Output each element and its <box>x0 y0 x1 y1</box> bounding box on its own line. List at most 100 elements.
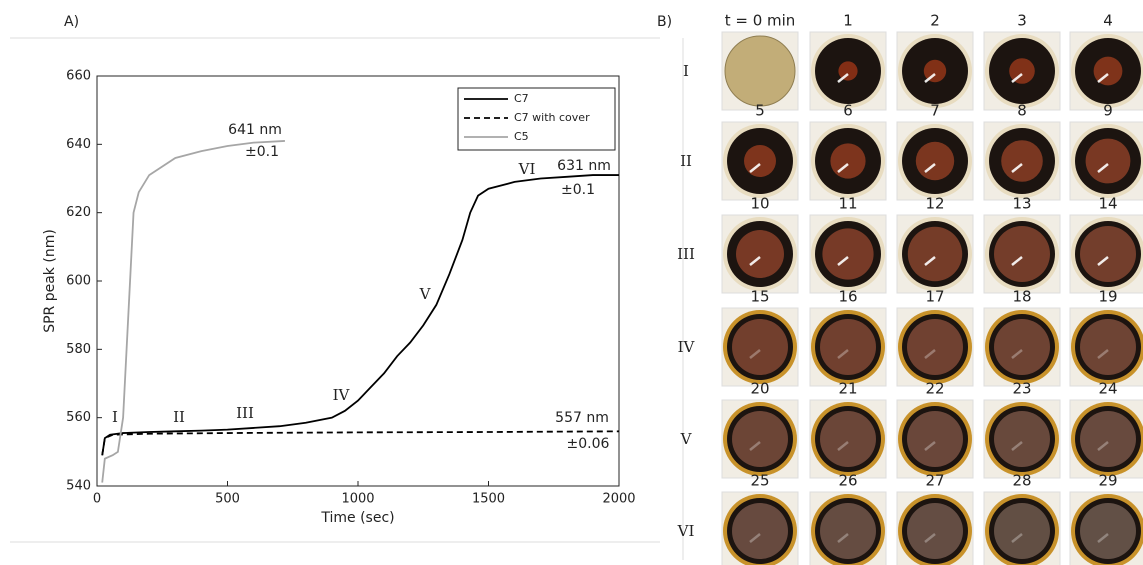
frame-label: 14 <box>1098 195 1117 213</box>
glare <box>1097 163 1109 173</box>
annotation: 557 nm <box>555 410 609 426</box>
frame-label: 10 <box>750 195 769 213</box>
line-series <box>101 174 619 456</box>
glare <box>1097 349 1109 359</box>
frame-label: 17 <box>925 288 944 306</box>
y-tick-label: 600 <box>66 274 91 289</box>
frame-label: 18 <box>1012 288 1031 306</box>
droplet-core <box>1001 140 1043 182</box>
row-label: IV <box>678 338 696 356</box>
droplet-core <box>830 143 866 179</box>
annotation: VI <box>518 160 536 178</box>
frame-label: 19 <box>1098 288 1117 306</box>
gold-disk <box>724 35 796 107</box>
glare <box>1097 256 1109 266</box>
row-label: VI <box>677 522 695 540</box>
glare <box>837 163 849 173</box>
y-axis-label: SPR peak (nm) <box>42 229 58 333</box>
y-tick-label: 580 <box>66 342 91 357</box>
x-tick-label: 500 <box>215 492 240 507</box>
glare <box>924 256 936 266</box>
glare <box>1097 441 1109 451</box>
annotation: I <box>112 408 118 426</box>
axes: 0 500 1000 1500 2000 540 560 580 600 620 640 660 <box>66 69 635 507</box>
droplet-core <box>915 141 955 181</box>
y-tick-label: 560 <box>66 410 91 425</box>
droplet-core <box>838 61 858 81</box>
glare <box>749 441 761 451</box>
annotation: 631 nm <box>557 158 611 174</box>
glare <box>924 163 936 173</box>
frame-label: 4 <box>1103 12 1113 30</box>
droplet-core <box>1080 319 1136 375</box>
annotation: ±0.1 <box>561 182 595 198</box>
droplet-core <box>744 145 776 177</box>
glare <box>1011 533 1023 543</box>
frame-label: 27 <box>925 472 944 490</box>
frame-label: 25 <box>750 472 769 490</box>
annotation: ±0.06 <box>567 436 610 452</box>
row-label: III <box>677 245 695 263</box>
frame-label: 23 <box>1012 380 1031 398</box>
frame-label: 2 <box>930 12 940 30</box>
droplet-core <box>907 226 963 282</box>
glare <box>1011 73 1023 83</box>
x-tick-label: 0 <box>93 492 101 507</box>
frame-label: 6 <box>843 102 853 120</box>
frame-label: 5 <box>755 102 765 120</box>
frame-label: 20 <box>750 380 769 398</box>
glare <box>837 441 849 451</box>
glare <box>924 533 936 543</box>
glare <box>837 349 849 359</box>
glare <box>749 256 761 266</box>
glare <box>1011 349 1023 359</box>
annotation: II <box>173 408 185 426</box>
x-tick-label: 2000 <box>602 492 635 507</box>
row-label: II <box>680 152 692 170</box>
frame-label: 12 <box>925 195 944 213</box>
line-series <box>101 140 285 483</box>
annotation: ±0.1 <box>245 144 279 160</box>
droplet-core <box>994 226 1050 282</box>
droplet-core <box>732 319 788 375</box>
frame-label: 7 <box>930 102 940 120</box>
annotation: IV <box>333 386 351 404</box>
frame-label: 15 <box>750 288 769 306</box>
droplet-core <box>736 230 784 278</box>
line-series <box>101 430 620 456</box>
glare <box>1011 163 1023 173</box>
glare <box>1011 441 1023 451</box>
glare <box>749 349 761 359</box>
droplet-core <box>822 228 874 280</box>
frame-label: 3 <box>1017 12 1027 30</box>
y-tick-label: 660 <box>66 69 91 84</box>
droplet-core <box>820 319 876 375</box>
x-tick-label: 1000 <box>341 492 374 507</box>
droplet-core <box>1085 138 1131 184</box>
frame-label: 26 <box>838 472 857 490</box>
row-label: V <box>680 430 693 448</box>
droplet-core <box>907 411 963 467</box>
glare <box>924 73 936 83</box>
frame-label: 1 <box>843 12 853 30</box>
frame-label: 29 <box>1098 472 1117 490</box>
droplet-core <box>1080 226 1136 282</box>
glare <box>837 533 849 543</box>
annotation: III <box>236 404 254 422</box>
glare <box>1097 73 1109 83</box>
legend-label: C5 <box>514 130 529 143</box>
x-tick-label: 1500 <box>472 492 505 507</box>
glare <box>1011 256 1023 266</box>
droplet-core <box>994 411 1050 467</box>
glare <box>837 256 849 266</box>
droplet-core <box>907 503 963 559</box>
y-tick-label: 540 <box>66 479 91 494</box>
x-axis-label: Time (sec) <box>320 510 394 526</box>
y-tick-label: 620 <box>66 205 91 220</box>
frame-label: 8 <box>1017 102 1027 120</box>
annotation: 641 nm <box>228 122 282 138</box>
glare <box>924 441 936 451</box>
droplet-core <box>923 59 947 83</box>
droplet-core <box>1009 58 1035 84</box>
frame-label: 11 <box>838 195 857 213</box>
